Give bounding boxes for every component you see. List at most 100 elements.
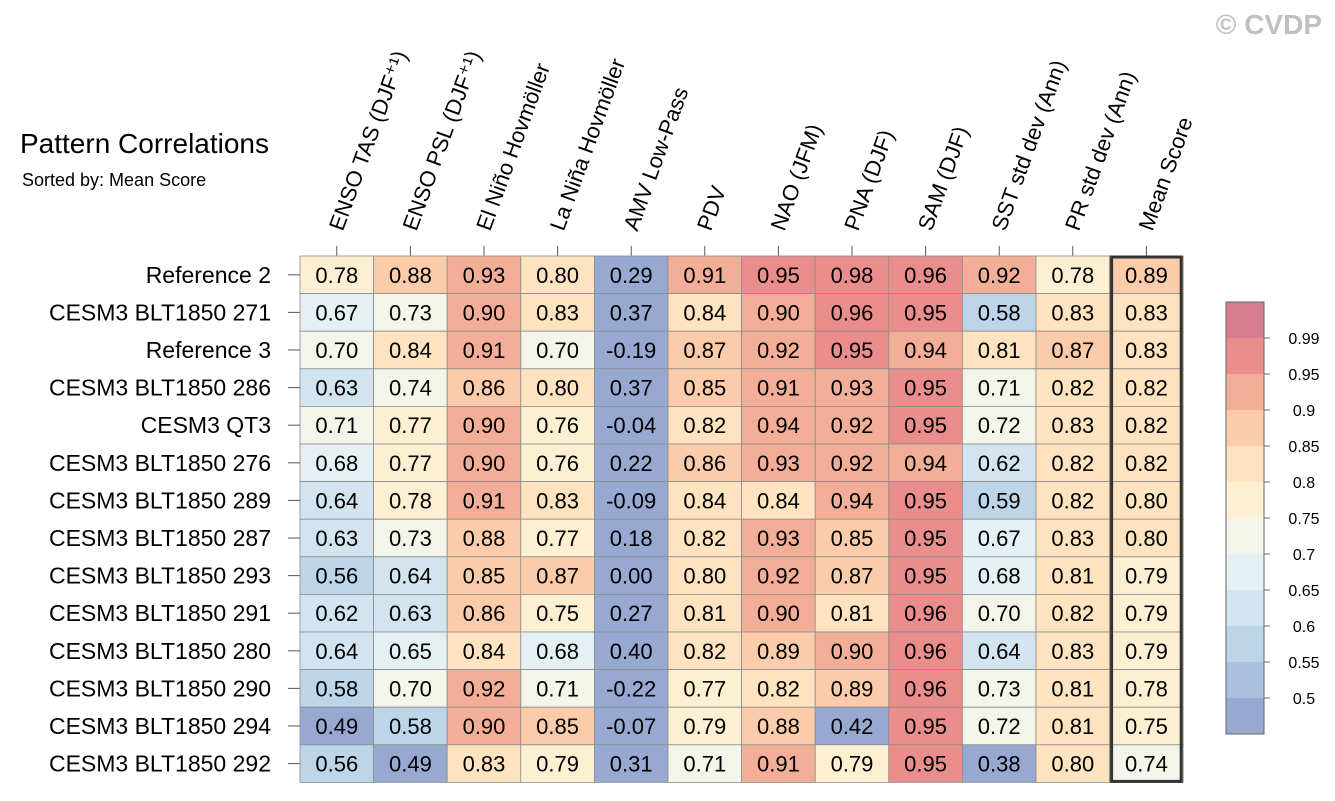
cell-value-label: -0.22 xyxy=(606,676,656,701)
cell-value-label: 0.37 xyxy=(610,300,653,325)
heatmap-cell xyxy=(741,556,816,595)
column-label: PDV xyxy=(692,182,731,233)
cell-value-label: 0.71 xyxy=(536,676,579,701)
colorbar-bin xyxy=(1226,662,1264,699)
heatmap-cell xyxy=(962,669,1037,708)
heatmap-cell xyxy=(520,556,595,595)
cell-value-label: 0.95 xyxy=(904,714,947,739)
heatmap-cell xyxy=(373,744,448,783)
cell-value-label: 0.70 xyxy=(389,676,432,701)
cell-value-label: 0.74 xyxy=(389,376,432,401)
cell-value-label: 0.68 xyxy=(315,451,358,476)
cell-value-label: 0.95 xyxy=(757,263,800,288)
row-label: CESM3 BLT1850 293 xyxy=(49,563,271,589)
heatmap-cell xyxy=(962,405,1037,445)
heatmap-cell xyxy=(1109,518,1184,558)
heatmap-cell xyxy=(962,706,1037,746)
heatmap-cell xyxy=(520,669,595,708)
heatmap-cell xyxy=(741,405,816,445)
cell-value-label: 0.78 xyxy=(389,488,432,513)
cell-value-label: 0.84 xyxy=(757,488,800,513)
heatmap-cell xyxy=(373,255,448,294)
cell-value-label: 0.81 xyxy=(1051,676,1094,701)
cell-value-label: 0.49 xyxy=(315,714,358,739)
heatmap-cell xyxy=(520,368,595,407)
cell-value-label: 0.27 xyxy=(610,601,653,626)
column-label: AMV Low-Pass xyxy=(618,84,693,234)
cell-value-label: 0.68 xyxy=(978,564,1021,589)
heatmap-cell xyxy=(741,631,816,670)
cell-value-label: 0.64 xyxy=(978,639,1021,664)
colorbar-label: 0.95 xyxy=(1288,367,1319,384)
cell-value-label: 0.80 xyxy=(536,376,579,401)
cell-value-label: 0.79 xyxy=(1125,639,1168,664)
heatmap-cell xyxy=(1109,706,1184,746)
cell-value-label: 0.62 xyxy=(978,451,1021,476)
cell-value-label: 0.96 xyxy=(904,601,947,626)
heatmap-cell xyxy=(1035,330,1110,370)
heatmap-cell xyxy=(520,255,595,294)
heatmap-cell xyxy=(1035,255,1110,294)
cell-value-label: 0.82 xyxy=(1125,413,1168,438)
colorbar-bin xyxy=(1226,446,1264,483)
heatmap-cell xyxy=(373,594,448,633)
heatmap-cell xyxy=(446,255,522,294)
cell-value-label: 0.70 xyxy=(315,338,358,363)
heatmap-cells: 0.78 0.88 0.93 0.80 0.29 0.91 0.95 0.98 0.96 0.92… xyxy=(299,255,1184,783)
heatmap-cell xyxy=(373,368,448,407)
cell-value-label: 0.79 xyxy=(536,752,579,777)
row-label: CESM3 BLT1850 291 xyxy=(49,600,271,626)
colorbar-bin xyxy=(1226,302,1264,339)
heatmap-cell xyxy=(299,744,374,783)
heatmap-cell xyxy=(962,443,1037,482)
cell-value-label: 0.91 xyxy=(463,338,506,363)
cell-value-label: 0.95 xyxy=(904,526,947,551)
heatmap-cell xyxy=(667,631,742,670)
cell-value-label: 0.81 xyxy=(1051,714,1094,739)
cell-value-label: 0.93 xyxy=(463,263,506,288)
column-label: El Niño Hovmöller xyxy=(471,60,555,234)
heatmap-cell xyxy=(299,255,374,294)
heatmap-cell xyxy=(962,368,1037,407)
column-label: La Niña Hovmöller xyxy=(545,55,630,234)
cell-value-label: 0.94 xyxy=(904,451,947,476)
heatmap-cell xyxy=(1109,405,1184,445)
cell-value-label: 0.90 xyxy=(757,601,800,626)
cell-value-label: 0.75 xyxy=(536,601,579,626)
cell-value-label: 0.90 xyxy=(463,451,506,476)
heatmap-cell xyxy=(962,293,1037,332)
cell-value-label: 0.82 xyxy=(683,413,726,438)
colorbar-bin xyxy=(1226,554,1264,591)
cell-value-label: 0.89 xyxy=(757,639,800,664)
cell-value-label: 0.80 xyxy=(1125,526,1168,551)
heatmap-cell xyxy=(888,744,963,783)
cell-value-label: 0.80 xyxy=(536,263,579,288)
cell-value-label: 0.92 xyxy=(757,338,800,363)
heatmap-cell xyxy=(667,368,742,407)
heatmap-cell xyxy=(373,330,448,370)
row-label: CESM3 BLT1850 289 xyxy=(49,487,271,513)
cell-value-label: 0.84 xyxy=(463,639,506,664)
heatmap-cell xyxy=(594,330,669,370)
heatmap-cell xyxy=(741,669,816,708)
heatmap-cell xyxy=(520,518,595,558)
heatmap-cell xyxy=(814,669,890,708)
cell-value-label: 0.81 xyxy=(1051,564,1094,589)
heatmap-cell xyxy=(446,330,522,370)
cell-value-label: 0.94 xyxy=(757,413,800,438)
heatmap-cell xyxy=(814,330,890,370)
heatmap-cell xyxy=(667,744,742,783)
cell-value-label: 0.92 xyxy=(757,564,800,589)
cell-value-label: 0.59 xyxy=(978,488,1021,513)
heatmap-cell xyxy=(1035,669,1110,708)
heatmap-cell xyxy=(446,744,522,783)
cell-value-label: 0.86 xyxy=(463,601,506,626)
row-labels: Reference 2 CESM3 BLT1850 271 Reference 3 C… xyxy=(49,262,300,777)
cell-value-label: 0.73 xyxy=(389,526,432,551)
colorbar-label: 0.7 xyxy=(1293,547,1315,564)
cell-value-label: 0.64 xyxy=(315,488,358,513)
cell-value-label: 0.85 xyxy=(536,714,579,739)
heatmap-cell xyxy=(373,669,448,708)
mean-score-highlight-box xyxy=(1110,255,1183,783)
heatmap-cell xyxy=(962,518,1037,558)
